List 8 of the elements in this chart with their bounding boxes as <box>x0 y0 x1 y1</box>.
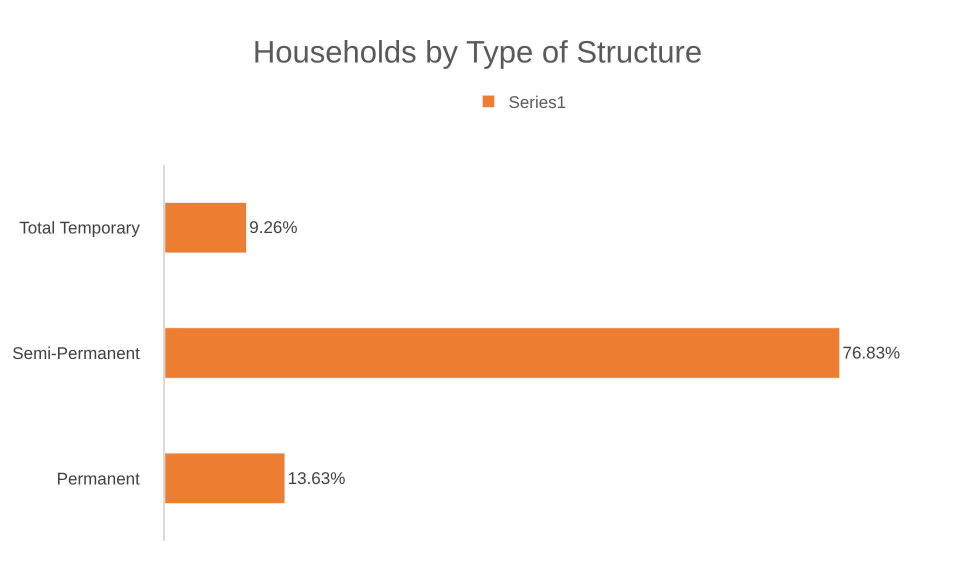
data-label: 9.26% <box>249 218 298 238</box>
data-label: 76.83% <box>842 344 900 362</box>
chart-title: Households by Type of Structure <box>252 34 702 70</box>
data-label: 13.63% <box>288 468 346 488</box>
legend-label: Series1 <box>508 93 566 112</box>
y-tick-label: Semi-Permanent <box>12 344 140 363</box>
y-tick-label: Total Temporary <box>19 218 140 238</box>
y-tick-label: Permanent <box>56 469 140 488</box>
